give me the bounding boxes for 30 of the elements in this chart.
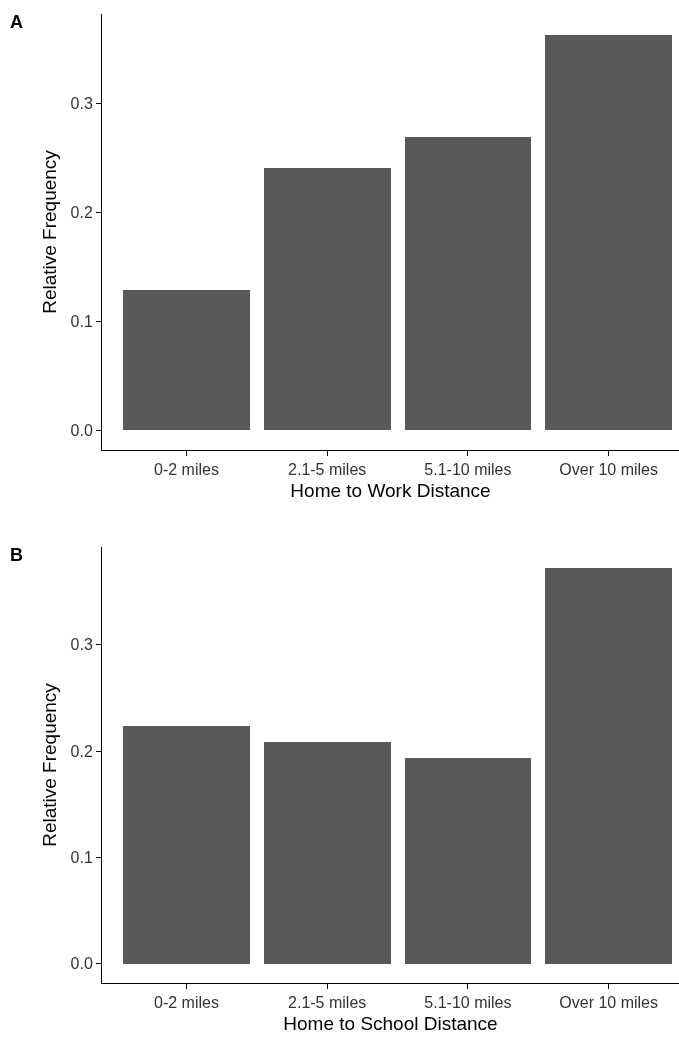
bar bbox=[405, 137, 531, 430]
x-tick-label: 2.1-5 miles bbox=[288, 461, 367, 479]
x-tick-label: 5.1-10 miles bbox=[424, 994, 512, 1012]
bar bbox=[264, 168, 391, 430]
bar bbox=[545, 568, 672, 964]
bar bbox=[123, 726, 250, 964]
chart-title: B bbox=[10, 545, 23, 565]
bar bbox=[405, 758, 531, 964]
x-tick-label: 5.1-10 miles bbox=[424, 461, 512, 479]
bar bbox=[545, 35, 672, 430]
x-tick-label: 2.1-5 miles bbox=[288, 994, 367, 1012]
x-tick-label: 0-2 miles bbox=[153, 994, 219, 1012]
y-tick-label: 0.1 bbox=[70, 312, 93, 330]
x-tick-label: 0-2 miles bbox=[153, 461, 219, 479]
y-tick-label: 0.2 bbox=[70, 742, 93, 760]
y-axis-title: Relative Frequency bbox=[39, 149, 61, 314]
y-tick-label: 0.3 bbox=[70, 94, 93, 112]
x-tick-label: Over 10 miles bbox=[559, 461, 658, 479]
y-tick-label: 0.2 bbox=[70, 203, 93, 221]
bar bbox=[123, 290, 250, 430]
y-axis-title: Relative Frequency bbox=[39, 682, 61, 847]
y-tick-label: 0.3 bbox=[70, 636, 93, 654]
y-tick-label: 0.0 bbox=[70, 955, 93, 973]
bar bbox=[264, 742, 391, 964]
chart-title: A bbox=[10, 12, 23, 32]
y-tick-label: 0.0 bbox=[70, 421, 93, 439]
x-tick-label: Over 10 miles bbox=[559, 994, 658, 1012]
y-tick-label: 0.1 bbox=[70, 849, 93, 867]
x-axis-title: Home to Work Distance bbox=[290, 480, 491, 501]
x-axis-title: Home to School Distance bbox=[283, 1013, 498, 1034]
